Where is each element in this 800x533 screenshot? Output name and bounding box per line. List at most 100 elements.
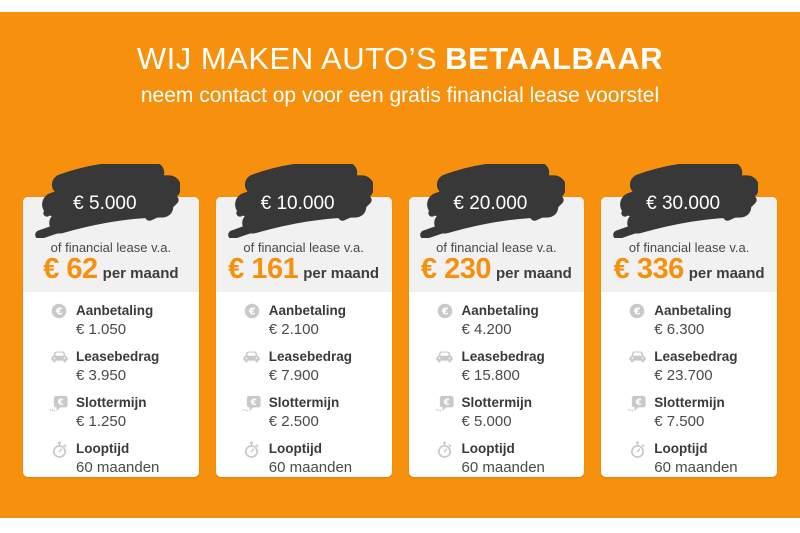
item-label: Aanbetaling [76, 303, 154, 318]
cards-row: € 5.000 of financial lease v.a. € 62 per … [23, 164, 777, 477]
list-item-looptijd: Looptijd 60 maanden [435, 440, 581, 477]
item-label: Leasebedrag [268, 349, 353, 364]
list-item-looptijd: Looptijd 60 maanden [627, 440, 773, 477]
item-value: € 1.050 [76, 321, 127, 338]
card-header: € 10.000 of financial lease v.a. € 161 pe… [215, 164, 392, 292]
brush-stroke-icon [35, 164, 180, 238]
list-item-slottermijn: € Slottermijn € 5.000 [435, 394, 581, 431]
stopwatch-icon [49, 441, 69, 459]
item-label: Slottermijn [268, 395, 340, 410]
card-header: € 20.000 of financial lease v.a. € 230 pe… [408, 164, 585, 292]
lease-sub-label: of financial lease v.a. [243, 240, 364, 255]
list-item-leasebedrag: Leasebedrag € 7.900 [242, 348, 388, 385]
list-item-aanbetaling: € Aanbetaling € 2.100 [242, 302, 388, 339]
price-suffix: per maand [102, 265, 179, 282]
svg-text:€: € [442, 398, 449, 408]
brush-stroke: € 30.000 [608, 164, 759, 238]
item-value: € 4.200 [461, 321, 512, 338]
item-label: Slottermijn [76, 395, 147, 410]
list-item-looptijd: Looptijd 60 maanden [49, 440, 195, 477]
item-value: € 15.800 [461, 367, 520, 384]
item-label: Slottermijn [461, 395, 533, 410]
orange-panel: WIJ MAKEN AUTO’S BETAALBAAR neem contact … [0, 12, 800, 518]
item-label: Aanbetaling [654, 303, 732, 318]
item-value: 60 maanden [654, 459, 738, 476]
brush-stroke-icon [613, 164, 759, 238]
item-value: 60 maanden [268, 459, 353, 476]
lease-card: € 30.000 of financial lease v.a. € 336 pe… [601, 164, 777, 477]
euro-bubble-icon: € [627, 395, 647, 413]
card-header: € 5.000 of financial lease v.a. € 62 per … [23, 164, 199, 292]
title-bold: BETAALBAAR [445, 41, 664, 76]
item-label: Looptijd [461, 441, 515, 456]
item-value: € 2.500 [268, 413, 319, 430]
lease-amount: € 20.000 [453, 193, 528, 214]
item-value: € 23.700 [654, 367, 713, 384]
list-item-leasebedrag: Leasebedrag € 15.800 [435, 348, 581, 385]
stopwatch-icon [242, 441, 262, 459]
svg-text:€: € [249, 398, 256, 408]
card-body: € Aanbetaling € 1.050 [23, 292, 199, 477]
lease-sub-label: of financial lease v.a. [436, 240, 557, 255]
monthly-price: € 62 [43, 253, 98, 285]
card-body: € Aanbetaling € 6.300 [601, 292, 777, 477]
title-regular: WIJ MAKEN AUTO’S [136, 41, 438, 76]
item-value: € 1.250 [76, 413, 127, 430]
lease-card: € 20.000 of financial lease v.a. € 230 pe… [408, 164, 585, 477]
item-label: Aanbetaling [268, 303, 347, 318]
item-label: Looptijd [76, 441, 130, 456]
item-value: € 5.000 [461, 413, 512, 430]
svg-text:€: € [248, 307, 256, 318]
item-label: Looptijd [268, 441, 322, 456]
list-item-slottermijn: € Slottermijn € 2.500 [242, 394, 388, 431]
svg-text:€: € [440, 307, 448, 318]
car-icon [242, 349, 262, 363]
item-value: € 7.900 [268, 367, 319, 384]
item-value: 60 maanden [76, 459, 160, 476]
item-label: Looptijd [654, 441, 708, 456]
price-line: € 336 per maand [601, 253, 777, 286]
price-suffix: per maand [303, 265, 380, 282]
page-title: WIJ MAKEN AUTO’S BETAALBAAR [0, 12, 800, 77]
list-item-slottermijn: € Slottermijn € 7.500 [627, 394, 773, 431]
car-icon [627, 349, 647, 363]
euro-coin-icon: € [435, 303, 455, 319]
item-label: Leasebedrag [654, 349, 738, 364]
euro-bubble-icon: € [435, 395, 455, 413]
page-subtitle: neem contact op voor een gratis financia… [140, 84, 660, 107]
lease-amount: € 10.000 [260, 193, 335, 214]
car-icon [435, 349, 455, 363]
list-item-aanbetaling: € Aanbetaling € 6.300 [627, 302, 773, 339]
card-body: € Aanbetaling € 4.200 [409, 292, 585, 477]
item-label: Leasebedrag [76, 349, 160, 364]
item-label: Aanbetaling [461, 303, 539, 318]
car-icon [49, 349, 69, 363]
stopwatch-icon [627, 441, 647, 459]
lease-amount: € 5.000 [73, 193, 137, 214]
lease-amount: € 30.000 [646, 193, 721, 214]
lease-card: € 5.000 of financial lease v.a. € 62 per … [23, 164, 199, 477]
monthly-price: € 230 [420, 253, 492, 285]
euro-coin-icon: € [242, 303, 262, 319]
svg-text:€: € [57, 398, 64, 408]
euro-bubble-icon: € [242, 395, 262, 413]
price-suffix: per maand [495, 265, 572, 282]
item-label: Slottermijn [654, 395, 725, 410]
item-value: € 3.950 [76, 367, 127, 384]
price-line: € 62 per maand [23, 253, 199, 286]
lease-sub-label: of financial lease v.a. [50, 240, 172, 255]
item-value: € 2.100 [268, 321, 319, 338]
monthly-price: € 161 [228, 253, 299, 285]
svg-text:€: € [635, 398, 642, 408]
list-item-leasebedrag: Leasebedrag € 3.950 [49, 348, 195, 385]
price-line: € 161 per maand [216, 253, 392, 286]
list-item-aanbetaling: € Aanbetaling € 1.050 [49, 302, 195, 339]
euro-coin-icon: € [49, 303, 69, 319]
item-value: 60 maanden [461, 459, 545, 476]
list-item-leasebedrag: Leasebedrag € 23.700 [627, 348, 773, 385]
item-value: € 6.300 [654, 321, 705, 338]
brush-stroke: € 5.000 [30, 164, 180, 238]
euro-bubble-icon: € [49, 395, 69, 413]
brush-stroke-icon [420, 164, 566, 238]
